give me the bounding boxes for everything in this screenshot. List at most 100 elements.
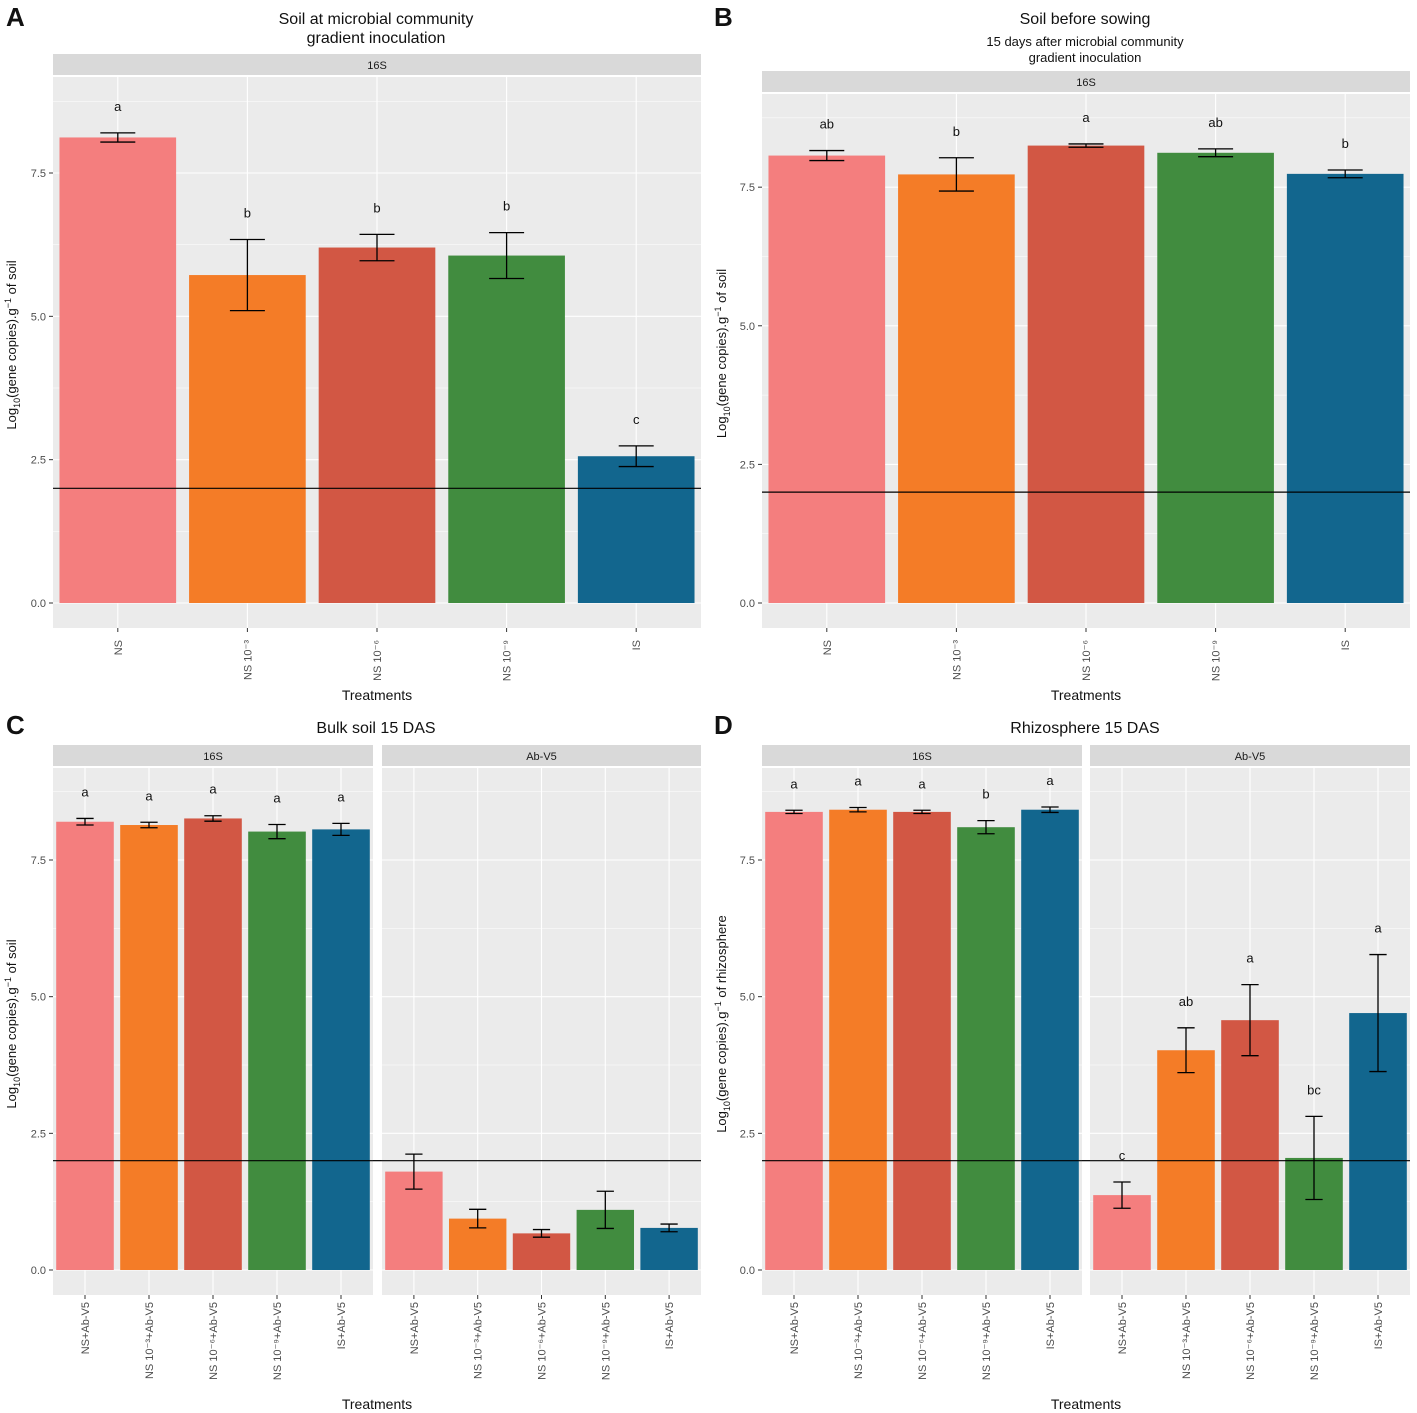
- y-tick-label: 7.5: [31, 855, 46, 867]
- facet-strip: [1090, 745, 1410, 766]
- x-tick-label: NS+Ab-V5: [789, 1302, 801, 1354]
- x-tick-label: NS 10⁻⁹: [502, 640, 514, 681]
- panel-b: B Soil before sowing 15 days after microbi…: [713, 2, 1410, 703]
- y-tick-label: 5.0: [740, 321, 755, 333]
- panel-d: D Rhizosphere 15 DAS 0.0 2.5 5.0 7.5 Log10(gen…: [713, 710, 1410, 1412]
- x-tick-label: NS+Ab-V5: [1117, 1302, 1129, 1354]
- bar: [248, 831, 306, 1270]
- facet-strip: [762, 71, 1410, 92]
- bar: [1021, 809, 1079, 1270]
- x-tick-label: NS 10⁻⁶: [1081, 640, 1093, 681]
- bar: [577, 456, 695, 603]
- bar: [59, 137, 177, 603]
- y-axis-label: Log10(gene copies).g−1 of soil: [3, 939, 22, 1108]
- significance-letter: a: [918, 776, 926, 791]
- x-tick-label: NS 10⁻⁹+Ab-V5: [1309, 1302, 1321, 1380]
- significance-letter: a: [145, 788, 153, 803]
- bar: [768, 155, 886, 603]
- panel-c: C Bulk soil 15 DAS 0.0 2.5 5.0 7.5 Log10(gene …: [3, 710, 701, 1412]
- y-tick-label: 0.0: [31, 1265, 46, 1277]
- x-tick-label: NS 10⁻³: [951, 640, 963, 680]
- significance-letter: ab: [820, 117, 834, 132]
- facet-strip-label: 16S: [912, 751, 932, 763]
- x-tick-label: IS: [631, 640, 643, 650]
- significance-letter: a: [81, 784, 89, 799]
- facet-strip-label: Ab-V5: [1235, 751, 1266, 763]
- significance-letter: b: [1342, 136, 1349, 151]
- x-axis-label: Treatments: [1051, 687, 1121, 703]
- significance-letter: b: [244, 206, 251, 221]
- x-tick-label: NS+Ab-V5: [409, 1302, 421, 1354]
- x-tick-label: NS 10⁻³+Ab-V5: [853, 1302, 865, 1379]
- bar: [312, 829, 370, 1270]
- chart-title: Bulk soil 15 DAS: [316, 720, 435, 737]
- significance-letter: a: [1046, 773, 1054, 788]
- y-axis-label: Log10(gene copies).g−1 of soil: [713, 269, 732, 438]
- x-axis-label: Treatments: [342, 687, 412, 703]
- chart-title: Rhizosphere 15 DAS: [1010, 720, 1159, 737]
- significance-letter: a: [273, 790, 281, 805]
- significance-letter: c: [1119, 1148, 1126, 1163]
- y-tick-label: 0.0: [740, 1265, 755, 1277]
- bar: [1027, 145, 1145, 604]
- facet: 16S a NS+Ab-V5 a NS 10⁻³+Ab-V5 a NS 10⁻⁶+Ab-V5…: [762, 745, 1082, 1380]
- x-tick-label: NS 10⁻⁶+Ab-V5: [917, 1302, 929, 1380]
- x-tick-label: NS 10⁻⁶+Ab-V5: [208, 1302, 220, 1380]
- bar: [640, 1227, 698, 1270]
- facet: 16S ab NS b NS 10⁻³ a NS 10⁻⁶ ab NS 10⁻⁹ b IS: [762, 71, 1410, 681]
- y-axis-label: Log10(gene copies).g−1 of rhizosphere: [713, 915, 732, 1133]
- x-tick-label: IS+Ab-V5: [1373, 1302, 1385, 1349]
- significance-letter: b: [503, 199, 510, 214]
- x-tick-label: NS 10⁻⁹+Ab-V5: [272, 1302, 284, 1380]
- bar: [189, 275, 306, 603]
- x-tick-label: IS+Ab-V5: [664, 1302, 676, 1349]
- facet-strip-label: 16S: [367, 60, 387, 72]
- facet: Ab-V5 c NS+Ab-V5 ab NS 10⁻³+Ab-V5 a NS 10⁻⁶+Ab…: [1090, 745, 1410, 1380]
- significance-letter: a: [337, 789, 345, 804]
- x-tick-label: IS+Ab-V5: [1045, 1302, 1057, 1349]
- y-tick-label: 5.0: [740, 992, 755, 1004]
- x-tick-label: IS+Ab-V5: [336, 1302, 348, 1349]
- significance-letter: c: [633, 412, 640, 427]
- y-axis-label: Log10(gene copies).g−1 of soil: [3, 260, 22, 429]
- significance-letter: a: [1374, 921, 1382, 936]
- x-tick-label: NS 10⁻⁶: [372, 640, 384, 681]
- x-tick-label: NS 10⁻⁹+Ab-V5: [600, 1302, 612, 1380]
- panel-letter: D: [714, 710, 733, 740]
- bar: [318, 247, 436, 604]
- y-tick-label: 2.5: [740, 459, 755, 471]
- chart-subtitle: 15 days after microbial community gradien…: [986, 34, 1184, 65]
- bar: [120, 825, 178, 1270]
- y-tick-label: 2.5: [31, 1128, 46, 1140]
- facet-strip: [53, 745, 373, 766]
- bar: [1157, 152, 1274, 603]
- facet-strip: [762, 745, 1082, 766]
- bar: [765, 811, 823, 1270]
- significance-letter: a: [790, 776, 798, 791]
- facet: 16S a NS b NS 10⁻³ b NS 10⁻⁶ b NS 10⁻⁹ c IS: [53, 54, 701, 681]
- y-tick-label: 2.5: [740, 1128, 755, 1140]
- y-tick-label: 0.0: [740, 598, 755, 610]
- panel-letter: A: [6, 2, 25, 32]
- significance-letter: bc: [1307, 1082, 1321, 1097]
- x-tick-label: NS: [822, 640, 834, 655]
- x-tick-label: NS+Ab-V5: [80, 1302, 92, 1354]
- x-tick-label: NS 10⁻³+Ab-V5: [144, 1302, 156, 1379]
- bar: [184, 818, 242, 1270]
- significance-letter: a: [114, 99, 122, 114]
- x-tick-label: NS 10⁻⁹: [1211, 640, 1223, 681]
- x-tick-label: NS 10⁻³: [242, 640, 254, 680]
- x-axis-label: Treatments: [1051, 1396, 1121, 1412]
- bar: [1221, 1020, 1279, 1270]
- chart-title: Soil before sowing: [1020, 11, 1151, 28]
- significance-letter: a: [1246, 951, 1254, 966]
- x-tick-label: NS 10⁻³+Ab-V5: [473, 1302, 485, 1379]
- significance-letter: b: [373, 200, 380, 215]
- y-tick-label: 7.5: [740, 182, 755, 194]
- y-tick-label: 2.5: [31, 455, 46, 467]
- significance-letter: a: [854, 774, 862, 789]
- bar: [829, 809, 887, 1270]
- bar: [1286, 173, 1404, 604]
- y-tick-label: 7.5: [31, 168, 46, 180]
